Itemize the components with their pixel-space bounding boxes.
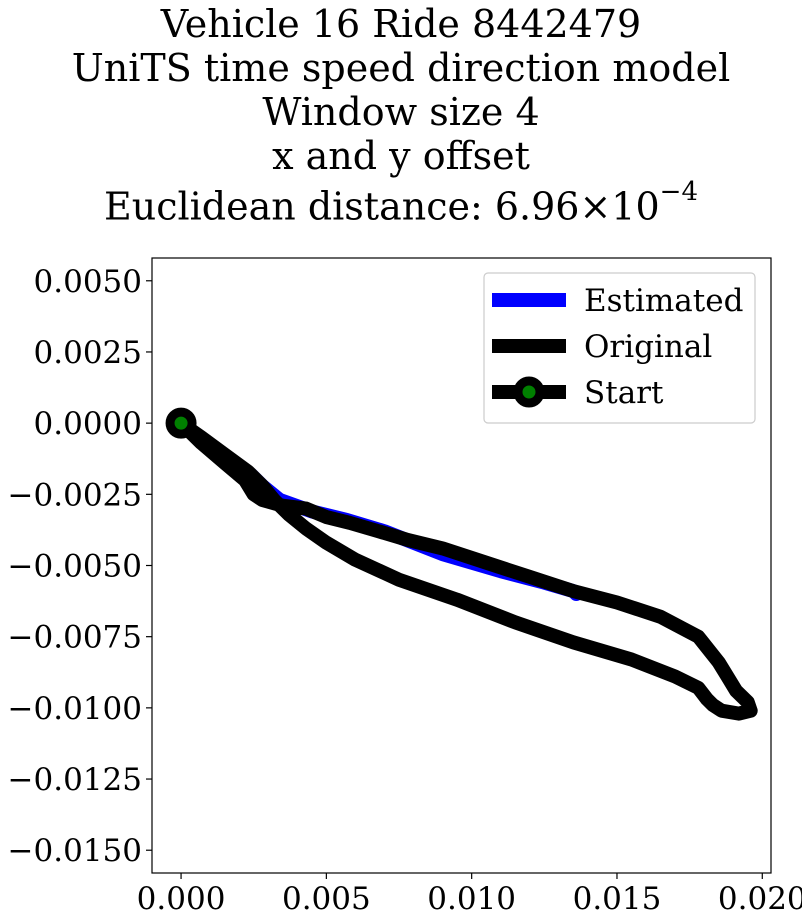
legend-start-marker [513, 376, 545, 408]
legend-label-original: Original [584, 329, 712, 365]
y-tick-label: −0.0075 [8, 620, 142, 656]
x-tick-label: 0.000 [137, 881, 226, 917]
y-tick-label: −0.0125 [8, 762, 142, 798]
legend-label-start: Start [584, 375, 664, 411]
start-marker [165, 407, 197, 439]
y-tick-label: 0.0050 [34, 264, 142, 300]
y-axis: 0.0050 0.0025 0.0000 −0.0025 −0.0050 −0.0075 −… [8, 264, 152, 869]
y-tick-label: 0.0000 [34, 406, 142, 442]
series-line-original [174, 416, 758, 721]
title-line-4: x and y offset [272, 134, 530, 178]
title-line-1: Vehicle 16 Ride 8442479 [160, 2, 642, 46]
legend: Estimated Original Start [483, 272, 756, 424]
y-tick-label: −0.0050 [8, 549, 142, 585]
legend-label-estimated: Estimated [584, 283, 743, 319]
title-line-3: Window size 4 [262, 90, 540, 134]
x-axis: 0.000 0.005 0.010 0.015 0.020 [137, 873, 802, 917]
series-layer [165, 407, 758, 721]
y-tick-label: −0.0150 [8, 833, 142, 869]
title-distance-exponent: −4 [659, 177, 698, 207]
y-tick-label: −0.0100 [8, 691, 142, 727]
x-tick-label: 0.005 [282, 881, 371, 917]
x-tick-label: 0.010 [427, 881, 516, 917]
x-tick-label: 0.020 [718, 881, 802, 917]
x-tick-label: 0.015 [573, 881, 662, 917]
y-tick-label: 0.0025 [34, 335, 142, 371]
y-tick-label: −0.0025 [8, 477, 142, 513]
title-distance-text: Euclidean distance: 6.96×10 [104, 184, 660, 229]
title-line-5: Euclidean distance: 6.96×10−4 [0, 176, 802, 229]
title-line-2: UniTS time speed direction model [71, 46, 731, 90]
